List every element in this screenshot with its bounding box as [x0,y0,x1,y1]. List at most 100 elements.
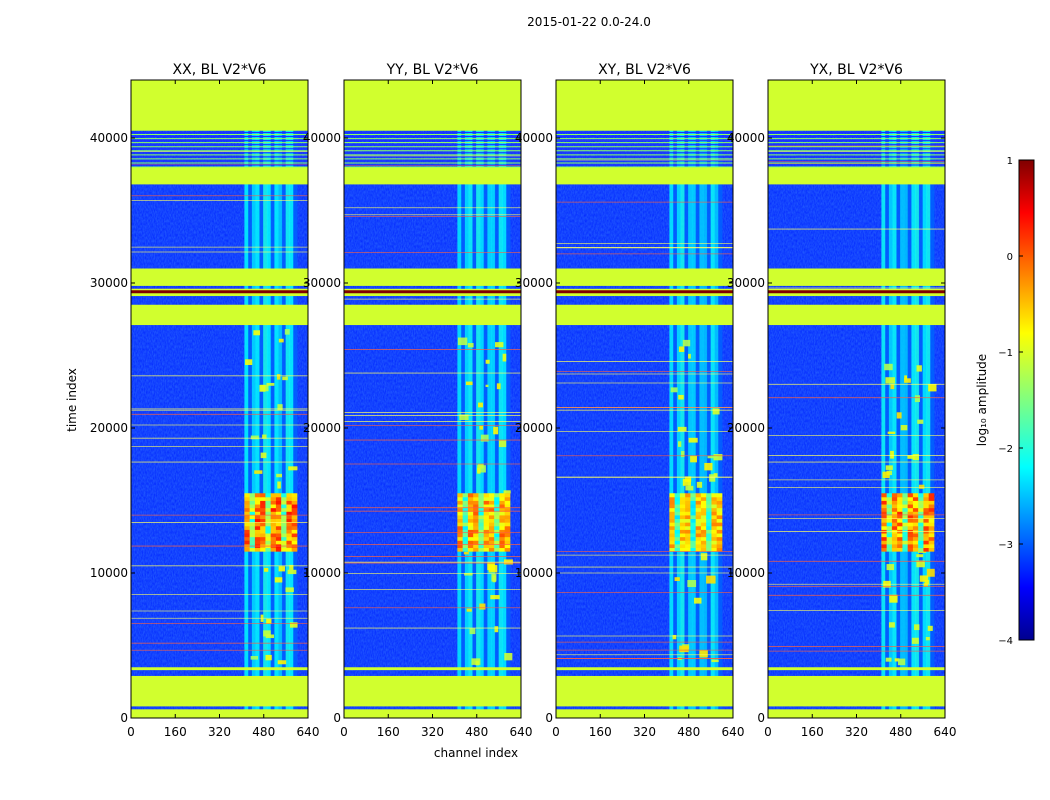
emission-cell [286,547,293,552]
rfi-patch [263,630,271,637]
flagged-block [556,268,733,286]
emission-cell [483,493,490,498]
emission-cell [928,511,935,516]
emission-cell [478,536,485,541]
emission-cell [473,547,479,552]
emission-cell [457,522,464,527]
emission-cell [483,507,490,512]
rfi-channel-cell [498,80,503,718]
emission-cell [690,525,697,530]
emission-cell [706,544,712,549]
emission-cell [260,547,266,552]
emission-cell [695,533,702,538]
rfi-channel-cell [259,80,264,718]
rfi-channel-cell [293,80,298,718]
rfi-patch [478,463,484,469]
emission-cell [244,504,251,509]
rfi-channel-cell [922,80,927,718]
rfi-channel-cell [248,80,253,718]
emission-cell [902,511,909,516]
emission-cell [923,547,930,552]
emission-cell [711,522,718,527]
emission-cell [928,493,935,498]
rfi-patch [502,353,507,362]
rfi-patch [904,378,911,383]
emission-cell [483,496,490,501]
rfi-patch [900,425,908,431]
emission-cell [711,504,718,509]
emission-cell [706,518,712,523]
rfi-patch [914,624,920,631]
emission-cell [886,525,893,530]
emission-cell [467,547,474,552]
emission-cell [897,525,903,530]
emission-cell [674,500,681,505]
emission-cell [886,511,893,516]
emission-cell [504,533,511,538]
emission-cell [244,518,251,523]
flagged-block [768,80,945,131]
emission-cell [891,507,898,512]
emission-cell [912,536,919,541]
emission-cell [700,511,707,516]
emission-cell [457,511,464,516]
rfi-patch [694,597,702,604]
emission-cell [886,540,893,545]
rfi-patch [254,470,263,474]
emission-cell [488,547,495,552]
rfi-patch [924,579,930,585]
emission-cell [690,515,697,520]
emission-cell [244,522,251,527]
emission-cell [499,536,506,541]
emission-cell [244,529,251,534]
rfi-patch [250,435,259,440]
emission-cell [270,529,277,534]
rfi-patch [274,577,283,583]
emission-cell [249,529,256,534]
rfi-patch [490,595,500,600]
emission-cell [270,525,277,530]
emission-cell [488,540,495,545]
rfi-patch [467,343,474,348]
emission-cell [918,536,924,541]
panel-title: YY, BL V2*V6 [386,62,479,78]
y-tick-label: 20000 [90,421,128,435]
emission-cell [286,525,293,530]
emission-cell [254,496,261,501]
emission-cell [700,496,707,501]
y-tick-label: 40000 [90,131,128,145]
emission-cell [254,515,261,520]
emission-cell [928,507,935,512]
emission-cell [254,547,261,552]
emission-cell [254,522,261,527]
emission-cell [286,500,293,505]
emission-cell [886,507,893,512]
emission-cell [706,504,712,509]
emission-cell [499,522,506,527]
rfi-patch [925,637,930,641]
y-tick-label: 0 [120,711,128,725]
emission-cell [244,540,251,545]
emission-cell [478,547,485,552]
emission-cell [891,536,898,541]
emission-cell [499,518,506,523]
emission-cell [711,511,718,516]
emission-cell [912,511,919,516]
emission-cell [467,536,474,541]
emission-cell [700,533,707,538]
rfi-channel-cell [468,80,473,718]
emission-cell [291,493,298,498]
emission-cell [260,533,266,538]
emission-cell [275,540,282,545]
emission-cell [249,525,256,530]
emission-cell [685,518,691,523]
emission-cell [685,522,691,527]
emission-cell [467,500,474,505]
emission-cell [886,536,893,541]
emission-cell [902,525,909,530]
emission-cell [488,504,495,509]
emission-cell [478,540,485,545]
emission-cell [281,529,287,534]
emission-cell [706,533,712,538]
